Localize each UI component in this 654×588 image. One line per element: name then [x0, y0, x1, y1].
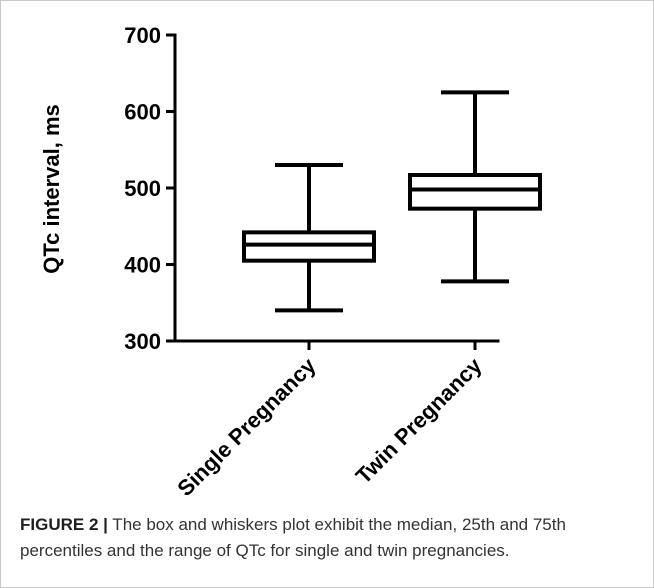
- x-tick-label: Twin Pregnancy: [351, 352, 487, 488]
- figure-caption: FIGURE 2 | The box and whiskers plot exh…: [20, 512, 640, 564]
- y-tick-label: 300: [124, 329, 161, 354]
- x-tick-label: Single Pregnancy: [172, 352, 321, 501]
- y-axis-label: QTc interval, ms: [39, 104, 64, 274]
- box-plot-chart: QTc interval, ms 300 400 500 600 700 Single …: [39, 23, 542, 501]
- y-tick-label: 700: [124, 23, 161, 48]
- chart-area: QTc interval, ms 300 400 500 600 700 Single …: [1, 1, 654, 506]
- y-tick-label: 600: [124, 100, 161, 125]
- y-tick-label: 500: [124, 176, 161, 201]
- y-tick-label: 400: [124, 253, 161, 278]
- iqr-box: [408, 172, 542, 211]
- boxes: [242, 90, 542, 313]
- box-single: [242, 163, 376, 313]
- box-twin: [408, 90, 542, 284]
- caption-text: The box and whiskers plot exhibit the me…: [20, 515, 566, 560]
- y-ticks: 300 400 500 600 700: [124, 23, 175, 354]
- x-ticks: Single Pregnancy Twin Pregnancy: [172, 341, 487, 501]
- caption-figure-label: FIGURE 2 |: [20, 515, 108, 534]
